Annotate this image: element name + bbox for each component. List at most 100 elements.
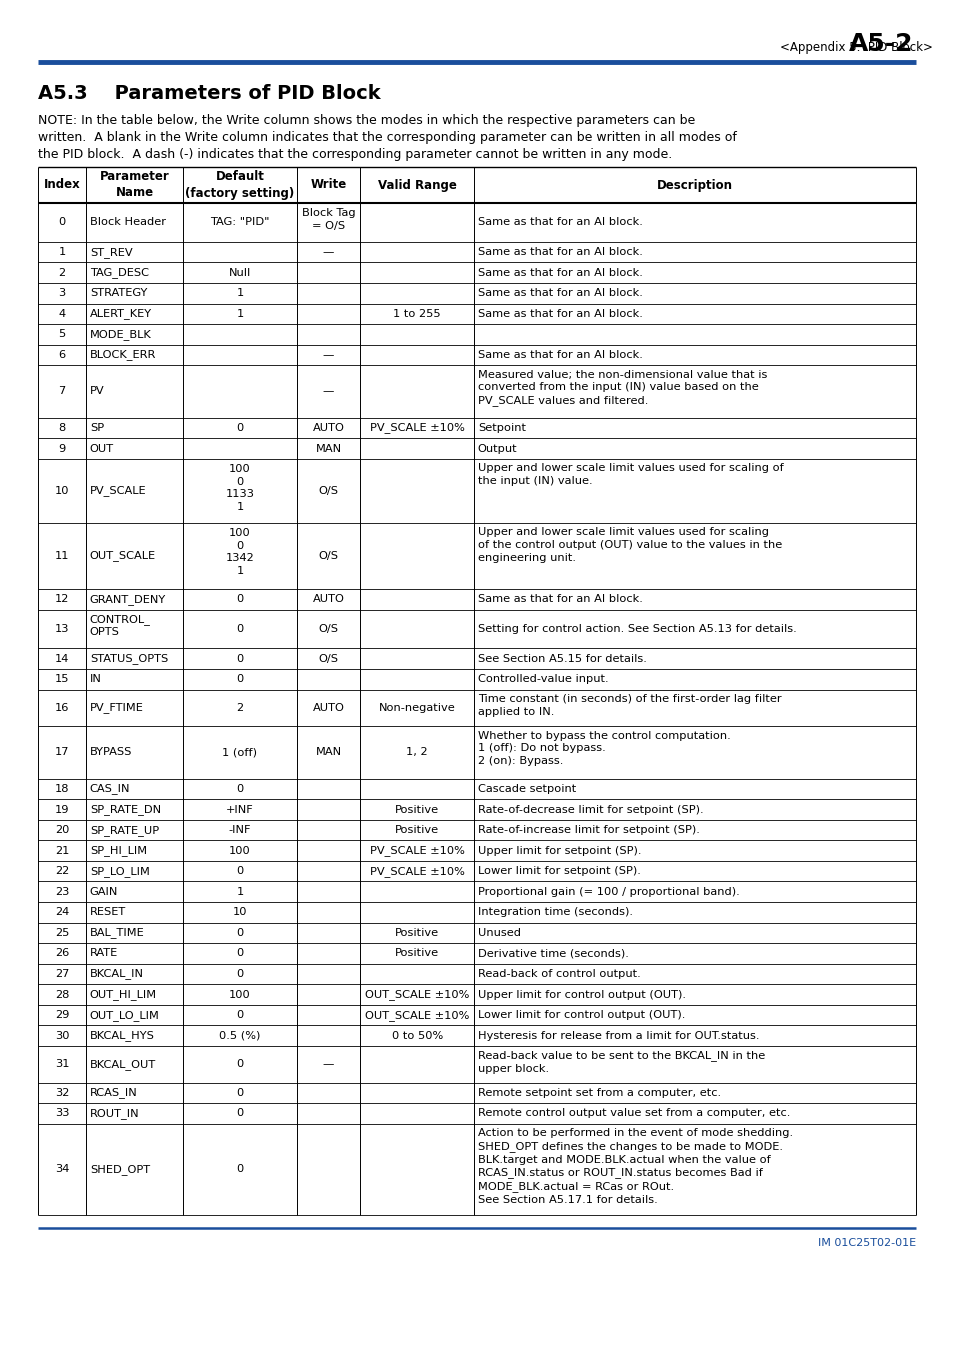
Text: 0: 0 (236, 867, 243, 876)
Text: RESET: RESET (90, 907, 126, 917)
Text: 0.5 (%): 0.5 (%) (219, 1030, 260, 1041)
Text: 29: 29 (55, 1010, 70, 1021)
Text: 24: 24 (55, 907, 70, 917)
Text: OUT_LO_LIM: OUT_LO_LIM (90, 1010, 159, 1021)
Text: 6: 6 (58, 350, 66, 360)
Text: Same as that for an AI block.: Same as that for an AI block. (477, 247, 642, 256)
Text: 28: 28 (55, 990, 70, 999)
Text: NOTE: In the table below, the Write column shows the modes in which the respecti: NOTE: In the table below, the Write colu… (38, 113, 695, 127)
Text: 0: 0 (58, 217, 66, 227)
Text: Valid Range: Valid Range (377, 178, 456, 192)
Text: SP_RATE_UP: SP_RATE_UP (90, 825, 159, 836)
Text: 0: 0 (236, 1060, 243, 1069)
Text: 11: 11 (55, 551, 70, 562)
Text: 2: 2 (236, 703, 243, 713)
Text: 5: 5 (58, 329, 66, 339)
Text: Index: Index (44, 178, 80, 192)
Text: 100
0
1342
1: 100 0 1342 1 (225, 528, 254, 575)
Text: 16: 16 (55, 703, 70, 713)
Text: Parameter
Name: Parameter Name (100, 170, 170, 200)
Text: 0: 0 (236, 949, 243, 958)
Text: 30: 30 (55, 1030, 70, 1041)
Text: PV_SCALE: PV_SCALE (90, 486, 146, 497)
Text: Setting for control action. See Section A5.13 for details.: Setting for control action. See Section … (477, 624, 796, 634)
Text: —: — (323, 247, 334, 256)
Text: 100: 100 (229, 990, 251, 999)
Text: IN: IN (90, 674, 102, 684)
Text: TAG_DESC: TAG_DESC (90, 267, 149, 278)
Text: PV_SCALE ±10%: PV_SCALE ±10% (370, 845, 464, 856)
Text: Same as that for an AI block.: Same as that for an AI block. (477, 350, 642, 360)
Text: 2: 2 (58, 267, 66, 278)
Text: MODE_BLK: MODE_BLK (90, 329, 152, 340)
Text: 1: 1 (236, 309, 243, 319)
Text: 0: 0 (236, 784, 243, 794)
Text: Whether to bypass the control computation.
1 (off): Do not bypass.
2 (on): Bypas: Whether to bypass the control computatio… (477, 730, 730, 767)
Text: OUT_SCALE: OUT_SCALE (90, 551, 155, 562)
Text: 9: 9 (58, 444, 66, 454)
Text: Same as that for an AI block.: Same as that for an AI block. (477, 267, 642, 278)
Text: Controlled-value input.: Controlled-value input. (477, 674, 608, 684)
Text: Measured value; the non-dimensional value that is
converted from the input (IN) : Measured value; the non-dimensional valu… (477, 370, 766, 406)
Text: 1: 1 (236, 289, 243, 298)
Text: A5.3    Parameters of PID Block: A5.3 Parameters of PID Block (38, 84, 380, 103)
Text: 0: 0 (236, 423, 243, 433)
Text: Remote setpoint set from a computer, etc.: Remote setpoint set from a computer, etc… (477, 1088, 720, 1098)
Text: written.  A blank in the Write column indicates that the corresponding parameter: written. A blank in the Write column ind… (38, 131, 736, 144)
Text: OUT_HI_LIM: OUT_HI_LIM (90, 990, 156, 1000)
Text: 0: 0 (236, 1010, 243, 1021)
Text: 32: 32 (55, 1088, 70, 1098)
Text: Lower limit for control output (OUT).: Lower limit for control output (OUT). (477, 1010, 684, 1021)
Text: SHED_OPT: SHED_OPT (90, 1164, 150, 1174)
Text: Same as that for an AI block.: Same as that for an AI block. (477, 289, 642, 298)
Text: 0: 0 (236, 927, 243, 938)
Text: BLOCK_ERR: BLOCK_ERR (90, 350, 156, 360)
Text: 3: 3 (58, 289, 66, 298)
Text: See Section A5.15 for details.: See Section A5.15 for details. (477, 653, 646, 664)
Text: Same as that for an AI block.: Same as that for an AI block. (477, 309, 642, 319)
Text: 20: 20 (55, 825, 70, 836)
Text: SP_LO_LIM: SP_LO_LIM (90, 865, 150, 876)
Text: Proportional gain (= 100 / proportional band).: Proportional gain (= 100 / proportional … (477, 887, 739, 896)
Text: 1: 1 (236, 887, 243, 896)
Text: SP: SP (90, 423, 104, 433)
Text: Integration time (seconds).: Integration time (seconds). (477, 907, 632, 917)
Text: Setpoint: Setpoint (477, 423, 525, 433)
Text: BKCAL_IN: BKCAL_IN (90, 968, 144, 980)
Text: the PID block.  A dash (-) indicates that the corresponding parameter cannot be : the PID block. A dash (-) indicates that… (38, 148, 672, 161)
Text: 33: 33 (55, 1108, 70, 1118)
Text: Hysteresis for release from a limit for OUT.status.: Hysteresis for release from a limit for … (477, 1030, 759, 1041)
Text: Write: Write (310, 178, 346, 192)
Text: ST_REV: ST_REV (90, 247, 132, 258)
Text: 17: 17 (55, 748, 70, 757)
Text: 0: 0 (236, 674, 243, 684)
Text: 31: 31 (55, 1060, 70, 1069)
Text: 100: 100 (229, 845, 251, 856)
Text: Upper and lower scale limit values used for scaling
of the control output (OUT) : Upper and lower scale limit values used … (477, 528, 781, 563)
Text: Time constant (in seconds) of the first-order lag filter
applied to IN.: Time constant (in seconds) of the first-… (477, 694, 781, 717)
Text: PV_SCALE ±10%: PV_SCALE ±10% (370, 423, 464, 433)
Text: AUTO: AUTO (313, 594, 344, 605)
Text: 0: 0 (236, 624, 243, 634)
Text: O/S: O/S (318, 551, 338, 562)
Text: 7: 7 (58, 386, 66, 397)
Text: Null: Null (229, 267, 251, 278)
Text: 21: 21 (55, 845, 70, 856)
Text: 14: 14 (55, 653, 70, 664)
Text: O/S: O/S (318, 653, 338, 664)
Text: 4: 4 (58, 309, 66, 319)
Text: CAS_IN: CAS_IN (90, 783, 131, 794)
Text: 19: 19 (55, 805, 70, 814)
Text: 15: 15 (55, 674, 70, 684)
Text: 0 to 50%: 0 to 50% (392, 1030, 442, 1041)
Text: 25: 25 (55, 927, 70, 938)
Text: Positive: Positive (395, 805, 439, 814)
Text: 0: 0 (236, 594, 243, 605)
Text: O/S: O/S (318, 624, 338, 634)
Text: 13: 13 (55, 624, 70, 634)
Text: —: — (323, 1060, 334, 1069)
Text: 0: 0 (236, 969, 243, 979)
Text: OUT_SCALE ±10%: OUT_SCALE ±10% (365, 990, 469, 1000)
Text: GAIN: GAIN (90, 887, 118, 896)
Text: STATUS_OPTS: STATUS_OPTS (90, 653, 168, 664)
